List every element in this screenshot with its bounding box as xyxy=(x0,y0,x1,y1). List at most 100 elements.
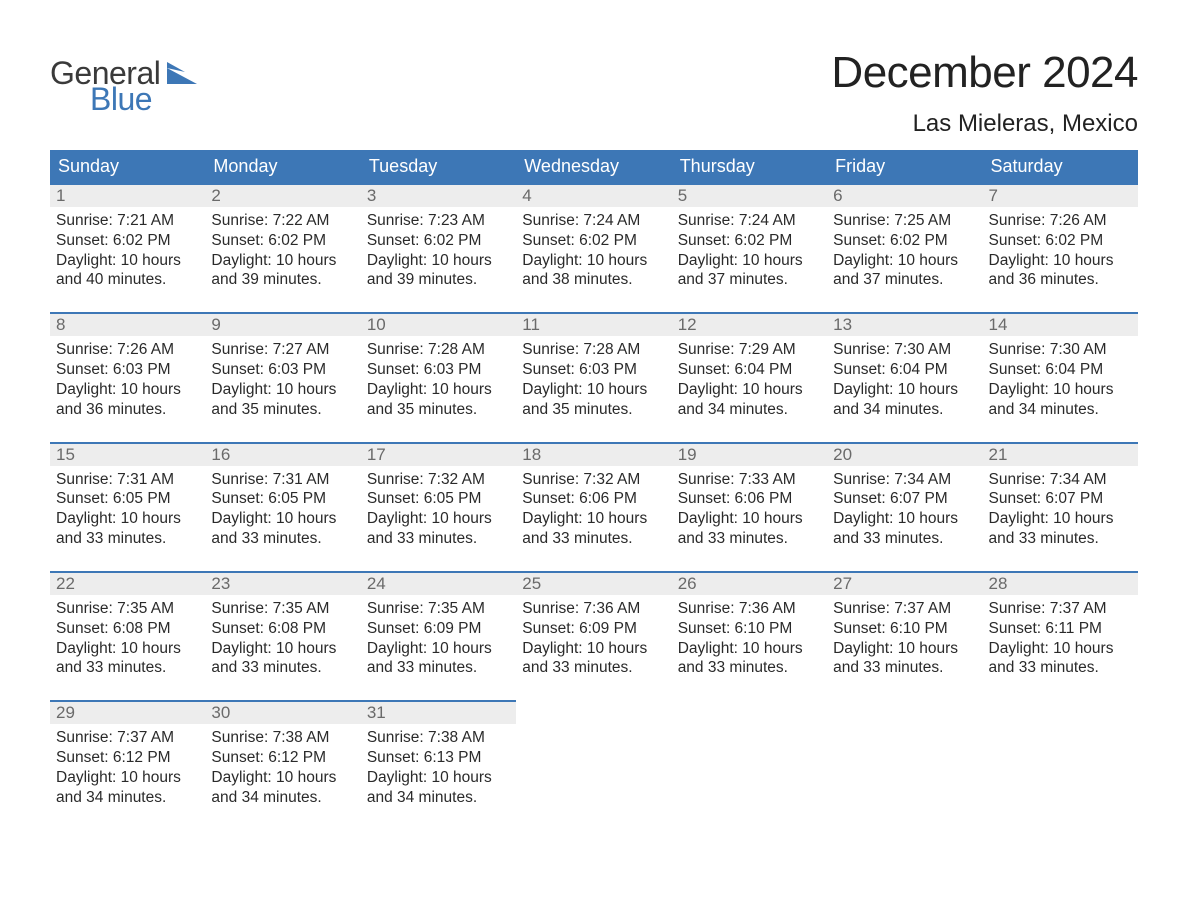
day-sunrise: Sunrise: 7:27 AM xyxy=(211,340,354,360)
day-number: 3 xyxy=(361,183,516,207)
day-details: Sunrise: 7:26 AMSunset: 6:02 PMDaylight:… xyxy=(983,207,1138,290)
calendar-day-cell: 25Sunrise: 7:36 AMSunset: 6:09 PMDayligh… xyxy=(516,571,671,700)
day-daylight1: Daylight: 10 hours xyxy=(211,639,354,659)
day-sunrise: Sunrise: 7:28 AM xyxy=(367,340,510,360)
day-daylight1: Daylight: 10 hours xyxy=(833,509,976,529)
title-block: December 2024 Las Mieleras, Mexico xyxy=(831,48,1138,138)
day-daylight2: and 36 minutes. xyxy=(989,270,1132,290)
day-sunset: Sunset: 6:05 PM xyxy=(367,489,510,509)
day-number: 1 xyxy=(50,183,205,207)
day-daylight1: Daylight: 10 hours xyxy=(678,251,821,271)
day-daylight1: Daylight: 10 hours xyxy=(833,251,976,271)
day-details: Sunrise: 7:34 AMSunset: 6:07 PMDaylight:… xyxy=(983,466,1138,549)
day-number: 7 xyxy=(983,183,1138,207)
calendar-week-row: 15Sunrise: 7:31 AMSunset: 6:05 PMDayligh… xyxy=(50,442,1138,571)
day-details: Sunrise: 7:35 AMSunset: 6:09 PMDaylight:… xyxy=(361,595,516,678)
day-number: 19 xyxy=(672,442,827,466)
calendar-week-row: 1Sunrise: 7:21 AMSunset: 6:02 PMDaylight… xyxy=(50,183,1138,312)
day-daylight2: and 34 minutes. xyxy=(678,400,821,420)
day-number: 6 xyxy=(827,183,982,207)
day-number: 25 xyxy=(516,571,671,595)
day-details: Sunrise: 7:24 AMSunset: 6:02 PMDaylight:… xyxy=(516,207,671,290)
day-sunset: Sunset: 6:13 PM xyxy=(367,748,510,768)
day-daylight1: Daylight: 10 hours xyxy=(367,768,510,788)
day-details: Sunrise: 7:30 AMSunset: 6:04 PMDaylight:… xyxy=(827,336,982,419)
day-daylight2: and 33 minutes. xyxy=(56,529,199,549)
calendar-day-cell: 9Sunrise: 7:27 AMSunset: 6:03 PMDaylight… xyxy=(205,312,360,441)
day-details: Sunrise: 7:30 AMSunset: 6:04 PMDaylight:… xyxy=(983,336,1138,419)
day-details: Sunrise: 7:33 AMSunset: 6:06 PMDaylight:… xyxy=(672,466,827,549)
calendar-day-cell: 6 Sunrise: 7:25 AMSunset: 6:02 PMDaylight… xyxy=(827,183,982,312)
day-details: Sunrise: 7:37 AMSunset: 6:12 PMDaylight:… xyxy=(50,724,205,807)
day-daylight2: and 34 minutes. xyxy=(211,788,354,808)
day-details: Sunrise: 7:27 AMSunset: 6:03 PMDaylight:… xyxy=(205,336,360,419)
day-sunset: Sunset: 6:12 PM xyxy=(56,748,199,768)
day-sunrise: Sunrise: 7:30 AM xyxy=(989,340,1132,360)
day-sunset: Sunset: 6:02 PM xyxy=(367,231,510,251)
weekday-header: Tuesday xyxy=(361,150,516,183)
calendar-day-cell: 31Sunrise: 7:38 AMSunset: 6:13 PMDayligh… xyxy=(361,700,516,829)
calendar-day-cell: 26Sunrise: 7:36 AMSunset: 6:10 PMDayligh… xyxy=(672,571,827,700)
day-sunrise: Sunrise: 7:37 AM xyxy=(833,599,976,619)
day-sunset: Sunset: 6:04 PM xyxy=(678,360,821,380)
day-sunrise: Sunrise: 7:31 AM xyxy=(211,470,354,490)
day-sunset: Sunset: 6:02 PM xyxy=(56,231,199,251)
day-details: Sunrise: 7:23 AMSunset: 6:02 PMDaylight:… xyxy=(361,207,516,290)
day-daylight2: and 34 minutes. xyxy=(56,788,199,808)
weekday-header: Sunday xyxy=(50,150,205,183)
day-number: 26 xyxy=(672,571,827,595)
day-sunset: Sunset: 6:03 PM xyxy=(522,360,665,380)
weekday-header: Wednesday xyxy=(516,150,671,183)
calendar-day-cell: 7Sunrise: 7:26 AMSunset: 6:02 PMDaylight… xyxy=(983,183,1138,312)
day-sunrise: Sunrise: 7:34 AM xyxy=(989,470,1132,490)
day-sunrise: Sunrise: 7:26 AM xyxy=(56,340,199,360)
calendar-table: Sunday Monday Tuesday Wednesday Thursday… xyxy=(50,150,1138,830)
day-sunset: Sunset: 6:10 PM xyxy=(833,619,976,639)
day-daylight1: Daylight: 10 hours xyxy=(989,509,1132,529)
day-daylight1: Daylight: 10 hours xyxy=(678,380,821,400)
day-sunset: Sunset: 6:02 PM xyxy=(833,231,976,251)
day-number: 31 xyxy=(361,700,516,724)
day-details: Sunrise: 7:35 AMSunset: 6:08 PMDaylight:… xyxy=(50,595,205,678)
day-sunset: Sunset: 6:06 PM xyxy=(522,489,665,509)
day-daylight2: and 33 minutes. xyxy=(56,658,199,678)
day-daylight2: and 38 minutes. xyxy=(522,270,665,290)
logo-word2: Blue xyxy=(90,83,197,115)
calendar-day-cell: 13Sunrise: 7:30 AMSunset: 6:04 PMDayligh… xyxy=(827,312,982,441)
weekday-row: Sunday Monday Tuesday Wednesday Thursday… xyxy=(50,150,1138,183)
day-details: Sunrise: 7:29 AMSunset: 6:04 PMDaylight:… xyxy=(672,336,827,419)
day-details: Sunrise: 7:37 AMSunset: 6:10 PMDaylight:… xyxy=(827,595,982,678)
day-daylight2: and 33 minutes. xyxy=(678,529,821,549)
day-number: 18 xyxy=(516,442,671,466)
calendar-day-cell: 21Sunrise: 7:34 AMSunset: 6:07 PMDayligh… xyxy=(983,442,1138,571)
day-details: Sunrise: 7:37 AMSunset: 6:11 PMDaylight:… xyxy=(983,595,1138,678)
day-daylight1: Daylight: 10 hours xyxy=(522,509,665,529)
calendar-head: Sunday Monday Tuesday Wednesday Thursday… xyxy=(50,150,1138,183)
day-sunrise: Sunrise: 7:25 AM xyxy=(833,211,976,231)
day-details: Sunrise: 7:31 AMSunset: 6:05 PMDaylight:… xyxy=(205,466,360,549)
day-daylight1: Daylight: 10 hours xyxy=(833,639,976,659)
day-number: 20 xyxy=(827,442,982,466)
day-sunset: Sunset: 6:06 PM xyxy=(678,489,821,509)
day-sunrise: Sunrise: 7:33 AM xyxy=(678,470,821,490)
day-sunrise: Sunrise: 7:36 AM xyxy=(678,599,821,619)
day-daylight2: and 35 minutes. xyxy=(367,400,510,420)
day-sunset: Sunset: 6:02 PM xyxy=(989,231,1132,251)
calendar-day-cell: 1Sunrise: 7:21 AMSunset: 6:02 PMDaylight… xyxy=(50,183,205,312)
calendar-page: General Blue December 2024 Las Mieleras,… xyxy=(0,0,1188,830)
day-daylight2: and 40 minutes. xyxy=(56,270,199,290)
calendar-day-cell: 23Sunrise: 7:35 AMSunset: 6:08 PMDayligh… xyxy=(205,571,360,700)
day-daylight2: and 33 minutes. xyxy=(833,529,976,549)
location-label: Las Mieleras, Mexico xyxy=(831,110,1138,138)
day-details: Sunrise: 7:26 AMSunset: 6:03 PMDaylight:… xyxy=(50,336,205,419)
calendar-day-cell: 3Sunrise: 7:23 AMSunset: 6:02 PMDaylight… xyxy=(361,183,516,312)
day-daylight2: and 34 minutes. xyxy=(989,400,1132,420)
day-number: 27 xyxy=(827,571,982,595)
day-number: 11 xyxy=(516,312,671,336)
day-details: Sunrise: 7:35 AMSunset: 6:08 PMDaylight:… xyxy=(205,595,360,678)
calendar-day-cell: 29Sunrise: 7:37 AMSunset: 6:12 PMDayligh… xyxy=(50,700,205,829)
calendar-day-cell: 4Sunrise: 7:24 AMSunset: 6:02 PMDaylight… xyxy=(516,183,671,312)
day-daylight1: Daylight: 10 hours xyxy=(678,509,821,529)
day-sunset: Sunset: 6:07 PM xyxy=(989,489,1132,509)
day-daylight1: Daylight: 10 hours xyxy=(211,251,354,271)
